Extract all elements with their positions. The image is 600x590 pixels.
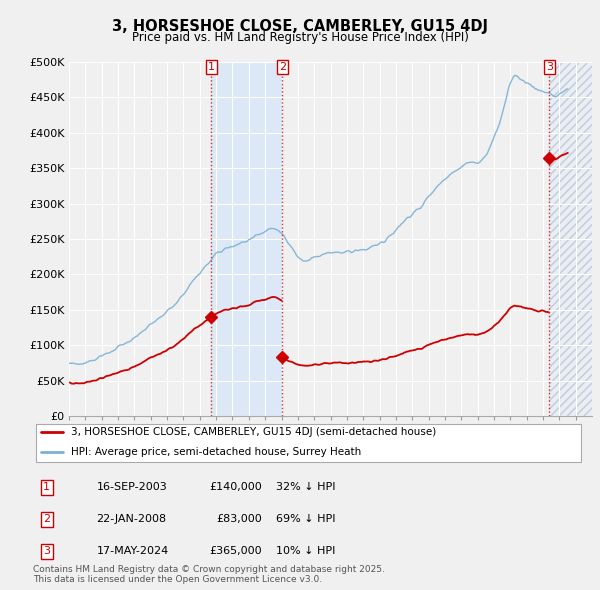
Text: 17-MAY-2024: 17-MAY-2024 bbox=[97, 546, 169, 556]
Text: 10% ↓ HPI: 10% ↓ HPI bbox=[276, 546, 335, 556]
Text: Price paid vs. HM Land Registry's House Price Index (HPI): Price paid vs. HM Land Registry's House … bbox=[131, 31, 469, 44]
Text: 2: 2 bbox=[43, 514, 50, 524]
Text: 3: 3 bbox=[43, 546, 50, 556]
Text: 22-JAN-2008: 22-JAN-2008 bbox=[97, 514, 167, 524]
Text: Contains HM Land Registry data © Crown copyright and database right 2025.
This d: Contains HM Land Registry data © Crown c… bbox=[33, 565, 385, 584]
Text: 1: 1 bbox=[208, 62, 215, 72]
Text: £83,000: £83,000 bbox=[217, 514, 262, 524]
Text: 2: 2 bbox=[279, 62, 286, 72]
Bar bbox=[211, 62, 283, 416]
Text: 1: 1 bbox=[43, 482, 50, 492]
Text: 32% ↓ HPI: 32% ↓ HPI bbox=[276, 482, 335, 492]
Text: 3, HORSESHOE CLOSE, CAMBERLEY, GU15 4DJ: 3, HORSESHOE CLOSE, CAMBERLEY, GU15 4DJ bbox=[112, 19, 488, 34]
Text: £140,000: £140,000 bbox=[209, 482, 262, 492]
Bar bbox=[550, 62, 600, 416]
Text: HPI: Average price, semi-detached house, Surrey Heath: HPI: Average price, semi-detached house,… bbox=[71, 447, 361, 457]
Text: 16-SEP-2003: 16-SEP-2003 bbox=[97, 482, 167, 492]
Text: 3: 3 bbox=[546, 62, 553, 72]
Text: 3, HORSESHOE CLOSE, CAMBERLEY, GU15 4DJ (semi-detached house): 3, HORSESHOE CLOSE, CAMBERLEY, GU15 4DJ … bbox=[71, 428, 436, 437]
Text: £365,000: £365,000 bbox=[209, 546, 262, 556]
Text: 69% ↓ HPI: 69% ↓ HPI bbox=[276, 514, 335, 524]
FancyBboxPatch shape bbox=[36, 424, 581, 462]
